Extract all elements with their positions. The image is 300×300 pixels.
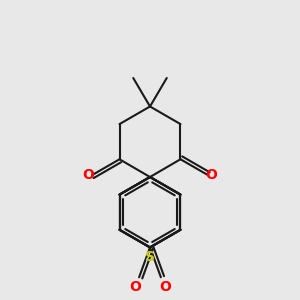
Text: O: O (83, 168, 94, 182)
Text: O: O (129, 280, 141, 294)
Text: O: O (159, 280, 171, 294)
Text: O: O (206, 168, 217, 182)
Text: S: S (145, 250, 155, 264)
